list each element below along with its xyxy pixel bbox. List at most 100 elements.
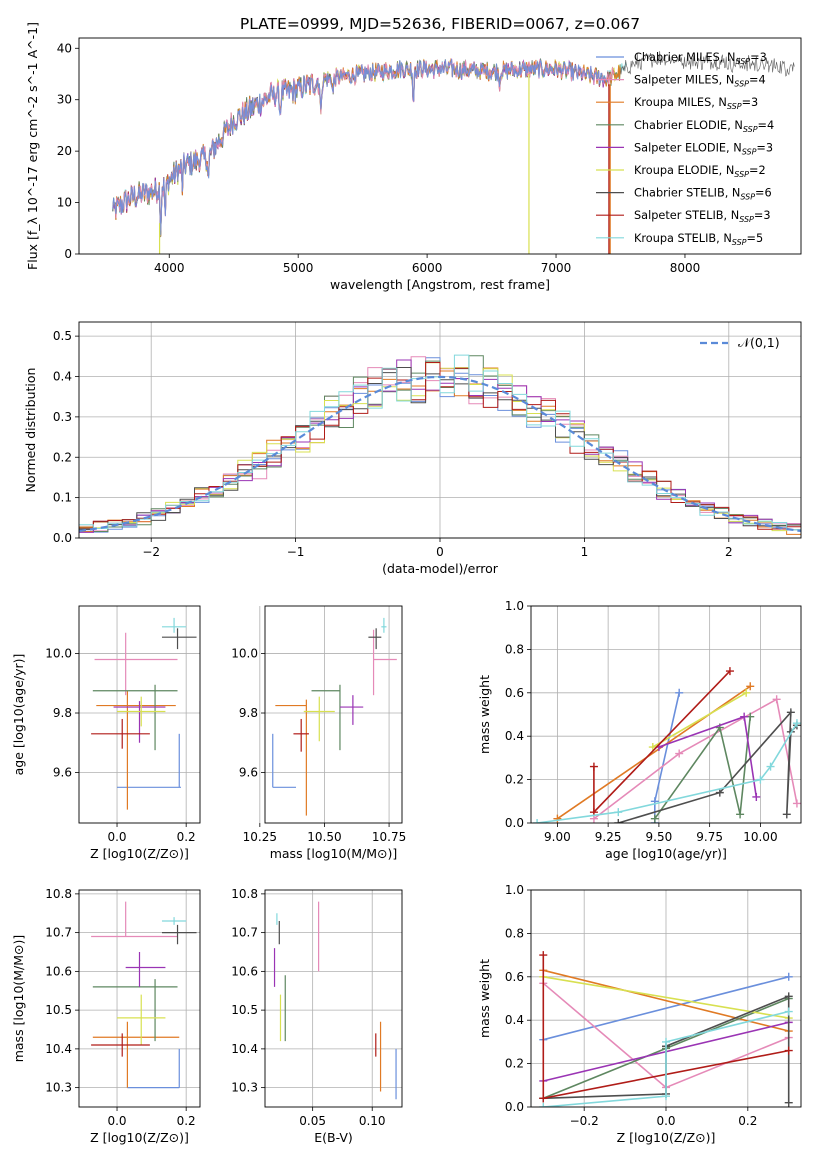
errorbar-point [339, 695, 364, 725]
y-axis-label: age [log10(age/yr)] [11, 654, 26, 776]
weight-marker [784, 992, 793, 1001]
legend-count: =4 [749, 74, 766, 87]
weight-marker [725, 667, 734, 676]
errorbar-point [96, 690, 176, 810]
x-tick-label: 1 [581, 545, 589, 559]
axes-frame [78, 889, 201, 1108]
x-tick-label: 10.25 [243, 830, 277, 844]
y-tick-label: 10.5 [231, 1003, 258, 1017]
weight-marker [742, 688, 751, 697]
ticks: 0.0 0.2 10.3 10.4 10.5 10.6 10.7 10.8 [45, 887, 195, 1128]
plot-area-mass_vs_EBV [273, 901, 397, 1100]
x-axis-label: Z [log10(Z/Z⊙)] [617, 1130, 716, 1145]
legend-text: Chabrier STELIB, N [634, 187, 740, 200]
x-tick-label: 10.50 [307, 830, 341, 844]
y-tick-label: 0.3 [53, 410, 72, 424]
y-axis-label: mass [log10(M/M⊙)] [11, 935, 26, 1063]
weight-line [556, 685, 751, 820]
y-tick-label: 10.0 [231, 647, 258, 661]
y-tick-label: 0.5 [53, 329, 72, 343]
normal-curve [79, 375, 801, 532]
legend-label: Chabrier MILES, NSSP=3 [634, 51, 767, 66]
ticks: −2 −1 0 1 2 0.0 0.1 0.2 0.3 0.4 0.5 [53, 329, 733, 559]
legend-count: =3 [742, 96, 759, 109]
legend-label: Salpeter ELODIE, NSSP=3 [634, 141, 773, 156]
weight-marker [539, 1094, 548, 1103]
panel-weight_vs_Z: −0.2 0.0 0.2 0.0 0.2 0.4 0.6 0.8 1.0 Z [log10(Z/Z… [477, 883, 802, 1145]
weight-marker [533, 819, 542, 823]
legend-label: Kroupa MILES, NSSP=3 [634, 96, 758, 111]
legend-sub: SSP [734, 170, 749, 179]
weight-marker [784, 1098, 793, 1107]
errorbar-point [372, 629, 397, 696]
legend-label: 𝒩(0,1) [738, 335, 780, 350]
errorbar-point [117, 994, 166, 1045]
y-tick-label: 10.8 [231, 887, 258, 901]
x-tick-label: 5000 [283, 261, 314, 275]
y-tick-label: 10.6 [45, 964, 72, 978]
x-tick-label: 0.0 [107, 830, 126, 844]
plot-area-residuals [79, 354, 801, 535]
weight-marker [650, 814, 659, 823]
y-tick-label: 10.7 [231, 926, 258, 940]
weight-marker [675, 688, 684, 697]
weight-marker [772, 695, 781, 704]
legend-sub: SSP [732, 238, 747, 247]
x-tick-label: 4000 [154, 261, 185, 275]
legend-sub: SSP [740, 193, 755, 202]
x-axis-label: Z [log10(Z/Z⊙)] [90, 846, 189, 861]
y-tick-label: 0.2 [505, 1057, 524, 1071]
spectrum-line [112, 58, 615, 237]
y-tick-label: 10 [57, 196, 72, 210]
x-axis-label: (data-model)/error [382, 561, 499, 576]
x-tick-label: 0.05 [299, 1114, 326, 1128]
y-tick-label: 10.0 [45, 647, 72, 661]
weight-marker [792, 799, 801, 808]
legend-label: Chabrier ELODIE, NSSP=4 [634, 119, 774, 134]
weight-line [543, 976, 789, 1019]
errorbar-point [161, 628, 197, 650]
axes-frame [78, 605, 201, 824]
spectrum-line [112, 57, 621, 236]
errorbar-point [125, 952, 166, 987]
errorbar-point [161, 617, 187, 633]
legend-sub: SSP [734, 80, 749, 89]
legend-label: Kroupa STELIB, NSSP=5 [634, 232, 763, 247]
plot-area-mass_vs_Z [91, 901, 197, 1089]
x-tick-label: 9.25 [595, 830, 622, 844]
weight-marker [756, 775, 765, 784]
panel-weight_vs_age: 9.00 9.25 9.50 9.75 10.00 0.0 0.2 0.4 0.6 0.8 1.0 a… [477, 599, 802, 861]
weight-marker [648, 743, 657, 752]
y-tick-label: 40 [57, 41, 72, 55]
x-axis-label: age [log10(age/yr)] [605, 846, 727, 861]
ticks: 9.00 9.25 9.50 9.75 10.00 0.0 0.2 0.4 0.6 0.8 1.0 [505, 599, 778, 844]
spectrum-line [112, 58, 608, 233]
y-tick-label: 10.5 [45, 1003, 72, 1017]
legend-count: =3 [754, 209, 771, 222]
y-axis-label: Flux [f_λ 10^-17 erg cm^-2 s^-1 A^-1] [25, 22, 40, 270]
y-axis-label: mass weight [477, 675, 492, 754]
legend-count: =5 [746, 232, 763, 245]
weight-line [593, 698, 798, 820]
axes-frame [530, 889, 802, 1108]
y-tick-label: 30 [57, 93, 72, 107]
weight-line [543, 976, 789, 1041]
y-tick-label: 10.4 [231, 1042, 258, 1056]
y-tick-label: 0.0 [53, 531, 72, 545]
legend-label: Salpeter STELIB, NSSP=3 [634, 209, 771, 224]
legend-text: Chabrier MILES, N [634, 51, 735, 64]
axes-frame [530, 605, 802, 824]
plot-area-age_vs_mass [272, 617, 397, 816]
weight-line [652, 692, 747, 748]
ticks: 10.25 10.50 10.75 9.6 9.8 10.0 [231, 647, 406, 844]
legend-count: =3 [750, 51, 767, 64]
weight-marker [746, 682, 755, 691]
errorbar-point [272, 733, 297, 788]
x-axis-label: mass [log10(M/M⊙)] [270, 846, 398, 861]
legend-text: Kroupa MILES, N [634, 96, 727, 109]
axes-frame [78, 37, 802, 255]
errorbar-point [91, 718, 150, 749]
legend-count: =2 [749, 164, 766, 177]
